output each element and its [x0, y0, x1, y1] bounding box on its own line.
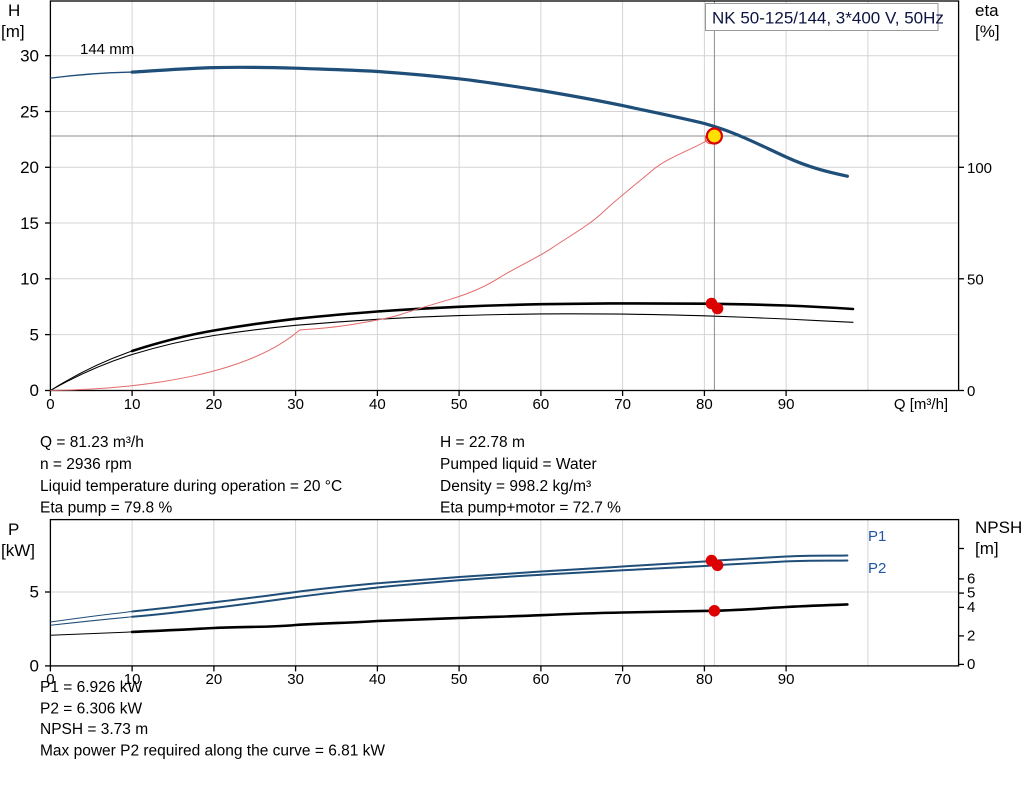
svg-text:30: 30 [287, 671, 304, 688]
svg-text:Q [m³/h]: Q [m³/h] [894, 396, 948, 413]
svg-text:60: 60 [533, 396, 550, 413]
svg-text:[%]: [%] [975, 22, 1000, 41]
svg-text:50: 50 [451, 396, 468, 413]
svg-text:20: 20 [20, 158, 39, 177]
svg-text:70: 70 [614, 396, 631, 413]
svg-text:0: 0 [967, 383, 975, 400]
svg-text:40: 40 [369, 396, 386, 413]
svg-text:20: 20 [206, 671, 223, 688]
svg-text:144 mm: 144 mm [80, 41, 134, 58]
svg-text:P1: P1 [868, 528, 886, 545]
svg-text:n = 2936 rpm: n = 2936 rpm [40, 456, 132, 473]
svg-text:P2 = 6.306 kW: P2 = 6.306 kW [40, 701, 142, 718]
svg-text:NPSH: NPSH [975, 518, 1022, 537]
svg-text:[kW]: [kW] [1, 541, 35, 560]
svg-text:[m]: [m] [975, 539, 999, 558]
svg-text:0: 0 [30, 381, 39, 400]
svg-text:2: 2 [967, 628, 975, 645]
svg-text:Q = 81.23 m³/h: Q = 81.23 m³/h [40, 434, 144, 451]
svg-text:5: 5 [30, 583, 39, 602]
svg-text:0: 0 [30, 656, 39, 675]
svg-text:0: 0 [46, 396, 54, 413]
svg-text:NK 50-125/144, 3*400 V, 50Hz: NK 50-125/144, 3*400 V, 50Hz [712, 9, 944, 28]
svg-text:[m]: [m] [1, 22, 25, 41]
svg-text:Liquid temperature during oper: Liquid temperature during operation = 20… [40, 478, 342, 495]
svg-text:NPSH = 3.73 m: NPSH = 3.73 m [40, 721, 148, 738]
svg-text:40: 40 [369, 671, 386, 688]
svg-text:P: P [8, 520, 19, 539]
svg-text:0: 0 [967, 656, 975, 673]
svg-text:P2: P2 [868, 560, 886, 577]
svg-text:70: 70 [614, 671, 631, 688]
svg-text:10: 10 [124, 396, 141, 413]
svg-text:Eta pump+motor = 72.7 %: Eta pump+motor = 72.7 % [440, 500, 621, 517]
svg-text:50: 50 [451, 671, 468, 688]
svg-text:30: 30 [287, 396, 304, 413]
svg-text:Max power P2 required along th: Max power P2 required along the curve = … [40, 743, 385, 760]
svg-text:80: 80 [696, 671, 713, 688]
svg-text:90: 90 [778, 396, 795, 413]
svg-text:80: 80 [696, 396, 713, 413]
svg-text:50: 50 [967, 271, 984, 288]
svg-text:30: 30 [20, 47, 39, 66]
svg-text:25: 25 [20, 102, 39, 121]
svg-text:P1 = 6.926 kW: P1 = 6.926 kW [40, 679, 142, 696]
svg-text:eta: eta [975, 1, 999, 20]
svg-text:Density = 998.2 kg/m³: Density = 998.2 kg/m³ [440, 478, 591, 495]
svg-text:5: 5 [30, 325, 39, 344]
svg-text:H = 22.78 m: H = 22.78 m [440, 434, 525, 451]
svg-text:60: 60 [533, 671, 550, 688]
svg-text:15: 15 [20, 214, 39, 233]
svg-text:90: 90 [778, 671, 795, 688]
svg-text:10: 10 [20, 270, 39, 289]
svg-text:Eta pump = 79.8 %: Eta pump = 79.8 % [40, 500, 172, 517]
svg-text:H: H [8, 1, 20, 20]
svg-text:20: 20 [206, 396, 223, 413]
svg-text:Pumped liquid = Water: Pumped liquid = Water [440, 456, 597, 473]
svg-text:100: 100 [967, 160, 992, 177]
svg-text:4: 4 [967, 599, 975, 616]
